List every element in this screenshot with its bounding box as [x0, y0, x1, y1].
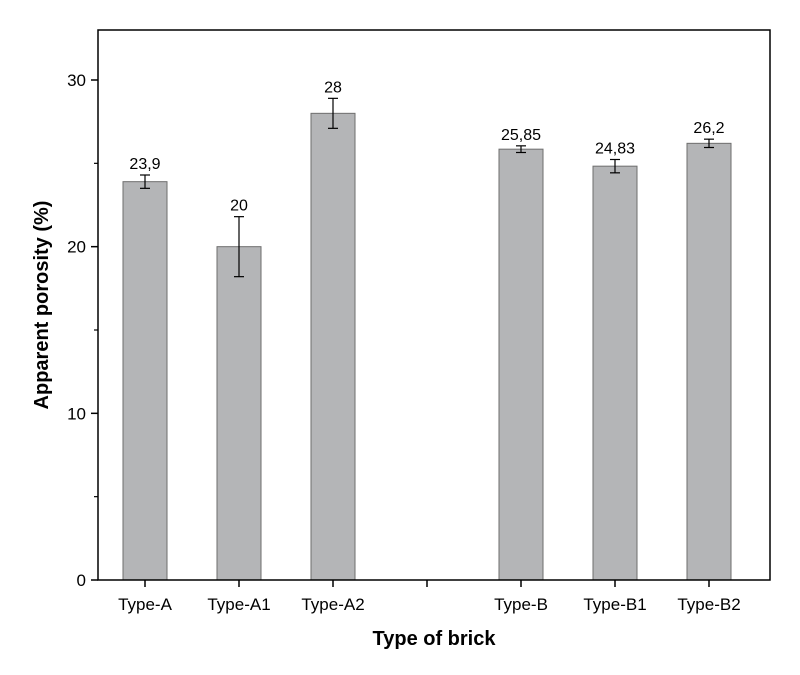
- data-labels-group: 23,9 20 28 25,85 24,83 26,2: [129, 79, 724, 214]
- x-tick-label: Type-A: [118, 595, 173, 614]
- error-bars-group: [140, 97, 714, 278]
- x-tick-label: Type-B1: [583, 595, 646, 614]
- data-label: 28: [324, 79, 342, 96]
- x-tick-label: Type-A2: [301, 595, 364, 614]
- bar: [592, 165, 638, 581]
- x-tick-label: Type-B2: [677, 595, 740, 614]
- plot-frame: [97, 29, 771, 581]
- bar: [686, 142, 732, 581]
- y-tick-label: 10: [67, 404, 86, 423]
- x-tick-label: Type-A1: [207, 595, 270, 614]
- x-tick-label: Type-B: [494, 595, 548, 614]
- y-axis: 0 10 20 30: [67, 71, 98, 590]
- x-axis: Type-A Type-A1 Type-A2 Type-B Type-B1 Type-B2: [118, 580, 741, 614]
- y-tick-label: 20: [67, 238, 86, 257]
- bar: [498, 148, 544, 581]
- y-axis-title: Apparent porosity (%): [31, 201, 53, 410]
- data-label: 24,83: [595, 141, 635, 158]
- data-label: 20: [230, 198, 248, 215]
- x-axis-title: Type of brick: [373, 628, 497, 650]
- data-label: 25,85: [501, 127, 541, 144]
- data-label: 26,2: [693, 120, 724, 137]
- data-label: 23,9: [129, 156, 160, 173]
- bar: [122, 181, 168, 581]
- y-tick-label: 30: [67, 71, 86, 90]
- bar: [216, 246, 262, 581]
- y-tick-label: 0: [77, 571, 86, 590]
- bars-group: [122, 112, 732, 581]
- bar: [310, 112, 356, 581]
